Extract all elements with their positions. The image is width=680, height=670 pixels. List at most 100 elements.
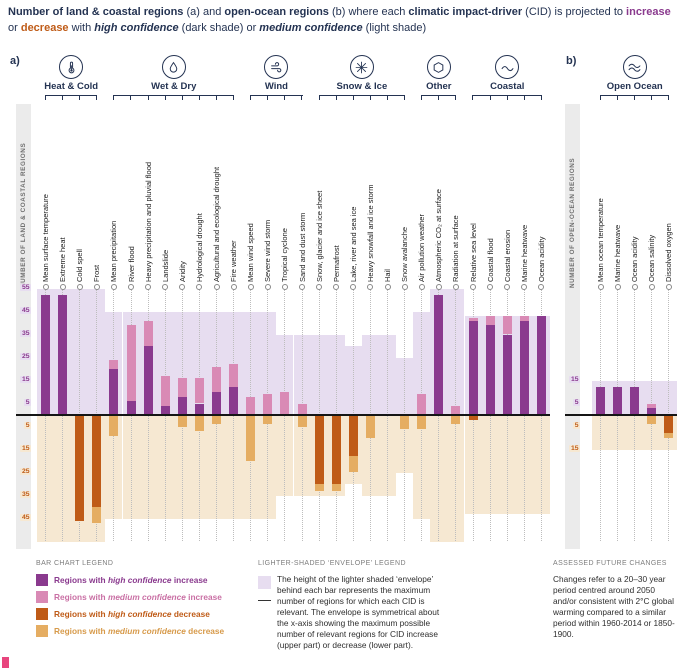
bar-increase-medium	[109, 359, 119, 369]
group-bracket-tick	[130, 95, 132, 100]
group-bracket-tick	[233, 95, 235, 100]
cid-label: Dissolved oxygen	[664, 223, 674, 282]
cid-label: Ocean salinity	[647, 234, 657, 282]
column-marker-icon	[213, 284, 220, 290]
y-tick-value: 55	[20, 284, 31, 291]
cid-label: Frost	[92, 264, 102, 282]
legend-swatch-icon	[36, 591, 48, 603]
group-bracket-tick	[599, 95, 601, 100]
bar-increase-high	[177, 396, 187, 415]
bar-increase-high	[160, 405, 170, 415]
cid-label: Radiation at surface	[451, 215, 461, 282]
column-marker-icon	[470, 284, 477, 290]
column-marker-icon	[665, 284, 672, 290]
bar-decrease-medium	[348, 456, 358, 473]
bar-decrease-high	[75, 415, 85, 521]
column-marker-icon	[179, 284, 186, 290]
y-axis-tick: 15	[16, 445, 31, 452]
group-bracket-tick	[352, 95, 354, 100]
column-marker-icon	[487, 284, 494, 290]
group-bracket-tick	[634, 95, 636, 100]
bar-increase-high	[212, 392, 222, 415]
column-marker-icon	[401, 284, 408, 290]
bar-decrease-medium	[451, 415, 461, 425]
cid-label: Mean wind speed	[246, 223, 256, 282]
group-bracket-line	[421, 95, 457, 96]
group-bracket-tick	[79, 95, 81, 100]
legend-item: Regions with high confidence increase	[36, 574, 251, 586]
assessed-text: Changes refer to a 20–30 year period cen…	[553, 574, 675, 640]
bar-increase-high	[109, 369, 119, 415]
bar-increase-medium	[417, 394, 427, 415]
bar-decrease-medium	[212, 415, 222, 425]
cid-label: Extreme heat	[58, 237, 68, 282]
y-tick-value: 15	[569, 376, 580, 383]
bar-decrease-high	[92, 415, 102, 507]
bar-increase-medium	[212, 366, 222, 392]
column-marker-icon	[162, 284, 169, 290]
y-axis-tick: 45	[16, 307, 31, 314]
title-segment: high confidence	[94, 21, 179, 34]
thermometer-icon	[59, 55, 84, 79]
title-segment: decrease	[20, 21, 69, 34]
column-marker-icon	[538, 284, 545, 290]
cid-label: River flood	[126, 246, 136, 282]
x-axis-zero-line	[16, 414, 550, 416]
y-tick-value: 5	[573, 399, 580, 406]
column-marker-icon	[128, 284, 135, 290]
legend-item-label: Regions with high confidence decrease	[54, 609, 210, 619]
bar-legend: Regions with high confidence increase Reg…	[36, 574, 251, 642]
bar-increase-medium	[246, 396, 256, 415]
y-axis-tick: 5	[16, 422, 31, 429]
bar-decrease-medium	[417, 415, 427, 429]
group-label: Heat & Cold	[44, 81, 99, 92]
column-marker-icon	[648, 284, 655, 290]
column-marker-icon	[452, 284, 459, 290]
column-marker-icon	[384, 284, 391, 290]
waves-icon	[622, 55, 647, 79]
y-tick-value: 45	[20, 514, 31, 521]
group-bracket-tick	[472, 95, 474, 100]
group-bracket-tick	[44, 95, 46, 100]
y-axis-strip-b: NUMBER OF OPEN-OCEAN REGIONS	[565, 104, 580, 549]
y-tick-value: 15	[20, 445, 31, 452]
column-marker-icon	[230, 284, 237, 290]
cid-label: Ocean acidity	[630, 236, 640, 282]
group-bracket-tick	[404, 95, 406, 100]
legend-item-label: Regions with medium confidence decrease	[54, 626, 225, 636]
column-marker-icon	[196, 284, 203, 290]
group-bracket-tick	[369, 95, 371, 100]
bar-decrease-high	[314, 415, 324, 484]
bar-increase-high	[194, 403, 204, 415]
group-bracket-tick	[250, 95, 252, 100]
title-segment: (dark shade) or	[178, 21, 260, 34]
bar-increase-high	[502, 334, 512, 415]
panel-b-label: b)	[566, 55, 577, 67]
bar-decrease-medium	[365, 415, 375, 438]
column-marker-icon	[597, 284, 604, 290]
group-bracket-line	[318, 95, 406, 96]
bar-decrease-medium	[314, 484, 324, 491]
cid-label: Heavy snowfall and ice storm	[365, 184, 375, 282]
column-marker-icon	[418, 284, 425, 290]
bar-increase-high	[229, 387, 239, 415]
group-bracket-tick	[267, 95, 269, 100]
y-axis-tick: 55	[16, 284, 31, 291]
group-bracket-tick	[523, 95, 525, 100]
legend-item-label: Regions with high confidence increase	[54, 575, 208, 585]
bar-legend-header: BAR CHART LEGEND	[36, 560, 114, 567]
cid-label: Cold spell	[75, 249, 85, 282]
cid-label: Sand and dust storm	[297, 212, 307, 282]
cid-label: Mean precipitation	[109, 220, 119, 282]
bar-increase-medium	[280, 392, 290, 415]
bar-increase-medium	[502, 316, 512, 335]
title-segment: (CID) is projected to	[522, 6, 627, 18]
cid-label: Marine heatwave	[613, 224, 623, 282]
bar-decrease-medium	[246, 415, 256, 461]
y-axis-tick: 15	[565, 376, 580, 383]
legend-swatch-icon	[36, 625, 48, 637]
bar-decrease-medium	[647, 415, 657, 425]
cid-label: Air pollution weather	[417, 214, 427, 282]
group-bracket-tick	[438, 95, 440, 100]
